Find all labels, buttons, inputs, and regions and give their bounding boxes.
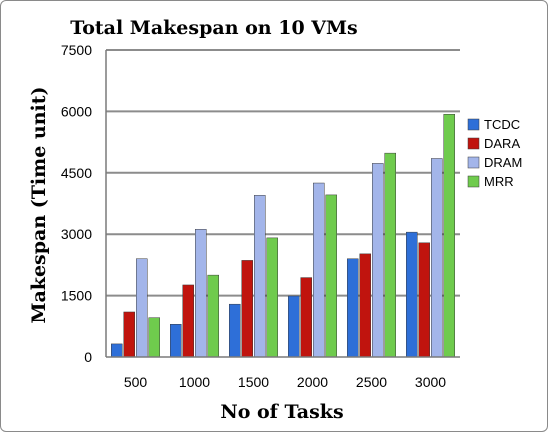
bar-tcdc-1000: [170, 324, 182, 358]
bar-dram-2000: [313, 182, 325, 358]
legend-swatch-mrr: [467, 175, 480, 188]
legend-label-tcdc: TCDC: [484, 117, 520, 132]
bar-mrr-1000: [207, 274, 219, 358]
x-tick-labels: 500 1000 1500 2000 2500 3000: [124, 374, 446, 390]
x-tick-label: 2000: [297, 374, 328, 390]
y-tick-label: 6000: [61, 103, 92, 119]
legend-swatch-dram: [467, 156, 480, 169]
legend-swatch-dara: [467, 137, 480, 150]
bar-dram-2500: [372, 163, 384, 358]
bar-mrr-2000: [325, 194, 337, 358]
bar-mrr-500: [148, 317, 160, 358]
legend-label-dram: DRAM: [484, 155, 522, 170]
y-tick-label: 7500: [61, 42, 92, 58]
legend-swatch-tcdc: [467, 118, 480, 131]
bar-dara-2000: [300, 277, 312, 358]
y-tick-label: 3000: [61, 226, 92, 242]
legend-label-dara: DARA: [484, 136, 520, 151]
bar-mrr-3000: [443, 114, 455, 358]
y-tick-label: 0: [84, 349, 92, 365]
axes: [105, 50, 460, 358]
legend: TCDC DARA DRAM MRR: [467, 117, 522, 189]
legend-label-mrr: MRR: [484, 174, 514, 189]
bar-tcdc-3000: [406, 231, 418, 358]
bar-dara-3000: [418, 242, 430, 358]
x-tick-label: 1000: [179, 374, 210, 390]
chart-title: Total Makespan on 10 VMs: [70, 17, 358, 39]
bar-dram-3000: [431, 158, 443, 358]
bar-mrr-1500: [266, 237, 278, 358]
bar-mrr-2500: [384, 152, 396, 358]
bar-dara-500: [123, 311, 135, 358]
bar-dara-2500: [359, 253, 371, 358]
bar-dram-1000: [195, 229, 207, 358]
y-tick-label: 4500: [61, 165, 92, 181]
x-tick-label: 1500: [238, 374, 269, 390]
bar-tcdc-1500: [229, 303, 241, 358]
y-tick-labels: 0 1500 3000 4500 6000 7500: [61, 42, 92, 365]
y-axis-title: Makespan (Time unit): [28, 86, 50, 323]
x-tick-label: 3000: [415, 374, 446, 390]
bar-dara-1000: [182, 284, 194, 358]
bar-tcdc-2000: [288, 295, 300, 358]
bar-tcdc-500: [111, 343, 123, 358]
bar-dram-1500: [254, 195, 266, 358]
bar-dram-500: [136, 258, 148, 358]
x-tick-label: 500: [124, 374, 148, 390]
bars: [111, 114, 455, 358]
bar-dara-1500: [241, 260, 253, 358]
x-tick-label: 2500: [356, 374, 387, 390]
x-axis-title: No of Tasks: [220, 401, 343, 423]
grid-lines: [106, 49, 460, 297]
y-tick-label: 1500: [61, 288, 92, 304]
bar-tcdc-2500: [347, 258, 359, 358]
